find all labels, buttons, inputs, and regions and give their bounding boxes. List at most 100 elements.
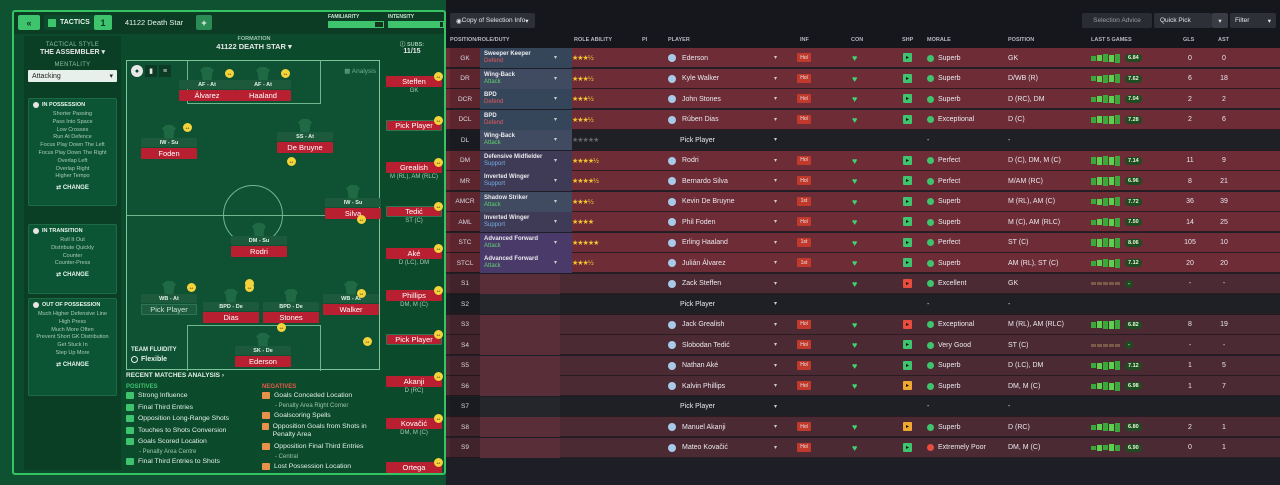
table-row[interactable]: STC Advanced Forward Attack ▾ ★★★★★ Erling Ha… [446,232,1280,253]
chevron-down-icon[interactable]: ▾ [774,321,778,328]
player-name[interactable]: Erling Haaland [682,233,786,253]
chevron-down-icon[interactable]: ▾ [774,260,778,266]
table-row[interactable]: GK Sweeper Keeper Defend ▾ ★★★½ Ederson ▾ Hol ♥ ▸… [446,48,1280,68]
player-name[interactable]: Rúben Dias [682,110,786,130]
filter-button[interactable]: Filter ▾ [1230,13,1276,28]
player-name[interactable]: Pick Player [680,130,784,150]
role-cell[interactable] [480,68,572,89]
swap-badge-icon[interactable]: ↔ [434,372,443,381]
player-slot[interactable]: BPD - De Stones [263,289,319,323]
table-row[interactable]: S3 Jack Grealish ▾ Hol ♥ ▸ Exceptional M (RL), … [446,314,1280,335]
formation-select[interactable]: 41122 DEATH STAR ▾ [204,42,304,51]
table-row[interactable]: S6 Kalvin Phillips ▾ Hol ♥ ▸ Superb DM, M (C) 6.… [446,376,1280,396]
player-name[interactable]: Nathan Aké [682,356,786,376]
swap-badge-icon[interactable]: ↔ [287,157,296,166]
sub-slot[interactable]: Akanji D (RC) [386,376,442,394]
chevron-down-icon[interactable]: ▾ [774,96,778,102]
player-slot[interactable]: IW - Su Silva [325,185,381,219]
role-cell[interactable] [480,212,572,232]
swap-badge-icon[interactable]: ↔ [434,244,443,253]
col-role-ability[interactable]: ROLE ABILITY [574,37,612,43]
sub-slot[interactable]: Ortega [386,462,442,473]
chevron-down-icon[interactable]: ▾ [774,342,778,348]
player-name[interactable]: Kevin De Bruyne [682,192,786,212]
sub-slot[interactable]: Kovačić DM, M (C) [386,418,442,436]
table-row[interactable]: S2 Pick Player ▾ - - [446,294,1280,314]
col-pi[interactable]: PI [642,37,648,43]
sub-slot[interactable]: Steffen GK [386,76,442,94]
role-cell[interactable] [480,191,572,212]
table-row[interactable]: DCR BPD Defend ▾ ★★★½ John Stones ▾ Hol ♥ ▸ Superb… [446,89,1280,109]
table-row[interactable]: MR Inverted Winger Support ▾ ★★★★½ Bernardo S… [446,171,1280,191]
role-cell[interactable] [480,232,572,253]
chevron-down-icon[interactable]: ▾ [554,55,558,61]
player-name[interactable]: Pick Player [680,294,784,314]
swap-badge-icon[interactable]: ↔ [245,283,254,292]
chevron-down-icon[interactable]: ▾ [774,178,778,184]
role-cell[interactable] [480,48,572,68]
role-cell[interactable] [480,171,572,191]
role-duty[interactable]: Defensive Midfielder Support [482,151,562,171]
role-duty[interactable]: BPD Defend [482,89,562,109]
chevron-down-icon[interactable]: ▾ [554,260,558,266]
player-name[interactable]: John Stones [682,89,786,109]
swap-badge-icon[interactable]: ↔ [183,123,192,132]
swap-badge-icon[interactable]: ↔ [363,337,372,346]
table-row[interactable]: AMCR Shadow Striker Attack ▾ ★★★½ Kevin De Br… [446,191,1280,212]
chevron-down-icon[interactable]: ▾ [554,178,558,184]
player-name[interactable]: Mateo Kovačić [682,438,786,458]
chevron-down-icon[interactable]: ▾ [774,424,778,430]
player-name[interactable]: Bernardo Silva [682,171,786,191]
col-last-5-games[interactable]: LAST 5 GAMES [1091,37,1132,43]
selection-advice-button[interactable]: Selection Advice [1082,13,1152,28]
out-of-possession-change-button[interactable]: ⇄ CHANGE [56,361,89,368]
chevron-down-icon[interactable]: ▾ [774,383,778,389]
player-name[interactable]: Jack Grealish [682,315,786,335]
chevron-down-icon[interactable]: ▾ [774,239,778,246]
sub-slot[interactable]: Pick Player [386,334,442,345]
chevron-down-icon[interactable]: ▾ [774,198,778,205]
role-duty[interactable]: Inverted Winger Support [482,171,562,191]
chevron-down-icon[interactable]: ▾ [554,137,558,143]
role-cell[interactable] [480,130,572,150]
player-name[interactable]: Slobodan Tedić [682,335,786,355]
table-row[interactable]: DR Wing-Back Attack ▾ ★★★½ Kyle Walker ▾ Hol ♥ ▸ S… [446,68,1280,89]
analysis-button[interactable]: ▦ Analysis [344,67,376,75]
quick-pick-button[interactable]: Quick Pick [1154,13,1212,28]
in-transition-change-button[interactable]: ⇄ CHANGE [56,272,89,279]
table-row[interactable]: DCL BPD Defend ▾ ★★★½ Rúben Dias ▾ Hol ♥ ▸ Excepti… [446,109,1280,130]
person-icon[interactable]: ● [131,65,143,77]
player-name[interactable]: Phil Foden [682,212,786,232]
swap-badge-icon[interactable]: ↔ [434,458,443,467]
col-shp[interactable]: SHP [902,37,914,43]
role-cell[interactable] [480,89,572,109]
table-row[interactable]: S9 Mateo Kovačić ▾ Hol ♥ ▸ Extremely Poor DM, M… [446,437,1280,458]
chevron-down-icon[interactable]: ▾ [774,444,778,451]
tactic-slot-number[interactable]: 1 [94,15,112,30]
mentality-select[interactable]: Attacking ▾ [28,70,117,82]
role-duty[interactable]: Wing-Back Attack [482,130,562,150]
swap-badge-icon[interactable]: ↔ [434,330,443,339]
role-cell[interactable] [480,253,572,273]
player-name[interactable]: Rodri [682,151,786,171]
player-name[interactable]: Zack Steffen [682,274,786,294]
sub-slot[interactable]: Tedić ST (C) [386,206,442,224]
player-slot[interactable]: DM - Su Rodri [231,223,287,257]
chevron-down-icon[interactable]: ▾ [554,116,558,123]
sub-slot[interactable]: Grealish M (RL), AM (RLC) [386,162,442,180]
col-player[interactable]: PLAYER [668,37,690,43]
table-row[interactable]: DM Defensive Midfielder Support ▾ ★★★★½ Rodri… [446,150,1280,171]
role-duty[interactable]: Inverted Winger Support [482,212,562,232]
swap-badge-icon[interactable]: ↔ [434,72,443,81]
table-row[interactable]: S5 Nathan Aké ▾ Hol ♥ ▸ Superb D (LC), DM 7.12 1 5 [446,355,1280,376]
role-duty[interactable]: Advanced Forward Attack [482,253,562,273]
chevron-down-icon[interactable]: ▾ [774,219,778,225]
col-position-role-duty[interactable]: POSITION/ROLE/DUTY [450,37,510,43]
chevron-down-icon[interactable]: ▾ [774,403,778,410]
swap-badge-icon[interactable]: ↔ [277,323,286,332]
col-position[interactable]: POSITION [1008,37,1035,43]
quick-pick-dropdown[interactable]: ▾ [1212,13,1228,28]
player-name[interactable]: Julián Álvarez [682,253,786,273]
swap-badge-icon[interactable]: ↔ [225,69,234,78]
swap-badge-icon[interactable]: ↔ [357,215,366,224]
